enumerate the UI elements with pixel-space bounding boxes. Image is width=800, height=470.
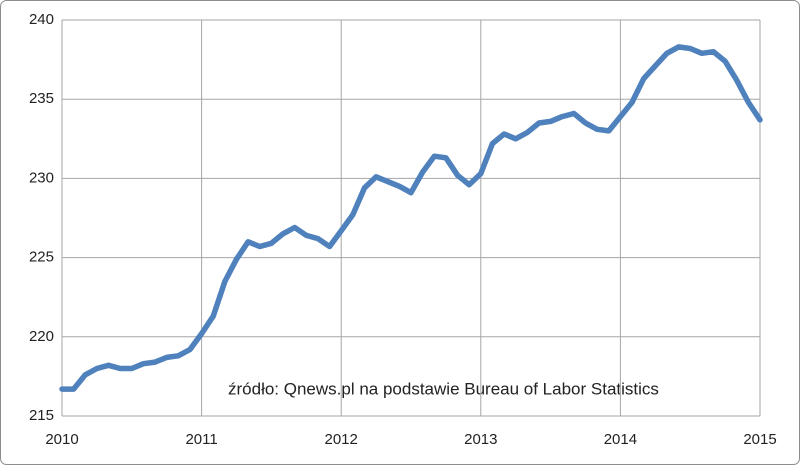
x-tick-label: 2010 xyxy=(45,431,78,448)
y-tick-label: 220 xyxy=(29,328,54,345)
annotation: źródło: Qnews.pl na podstawie Bureau of … xyxy=(228,379,659,398)
y-tick-label: 235 xyxy=(29,90,54,107)
y-tick-label: 215 xyxy=(29,407,54,424)
y-tick-label: 230 xyxy=(29,169,54,186)
data-line xyxy=(59,44,763,392)
y-tick-label: 240 xyxy=(29,11,54,28)
x-tick-label: 2012 xyxy=(325,431,358,448)
y-tick-label: 225 xyxy=(29,249,54,266)
x-tick-label: 2014 xyxy=(604,431,637,448)
x-tick-label: 2011 xyxy=(185,431,217,448)
x-tick-label: 2013 xyxy=(464,431,497,448)
x-tick-label: 2015 xyxy=(743,431,776,448)
